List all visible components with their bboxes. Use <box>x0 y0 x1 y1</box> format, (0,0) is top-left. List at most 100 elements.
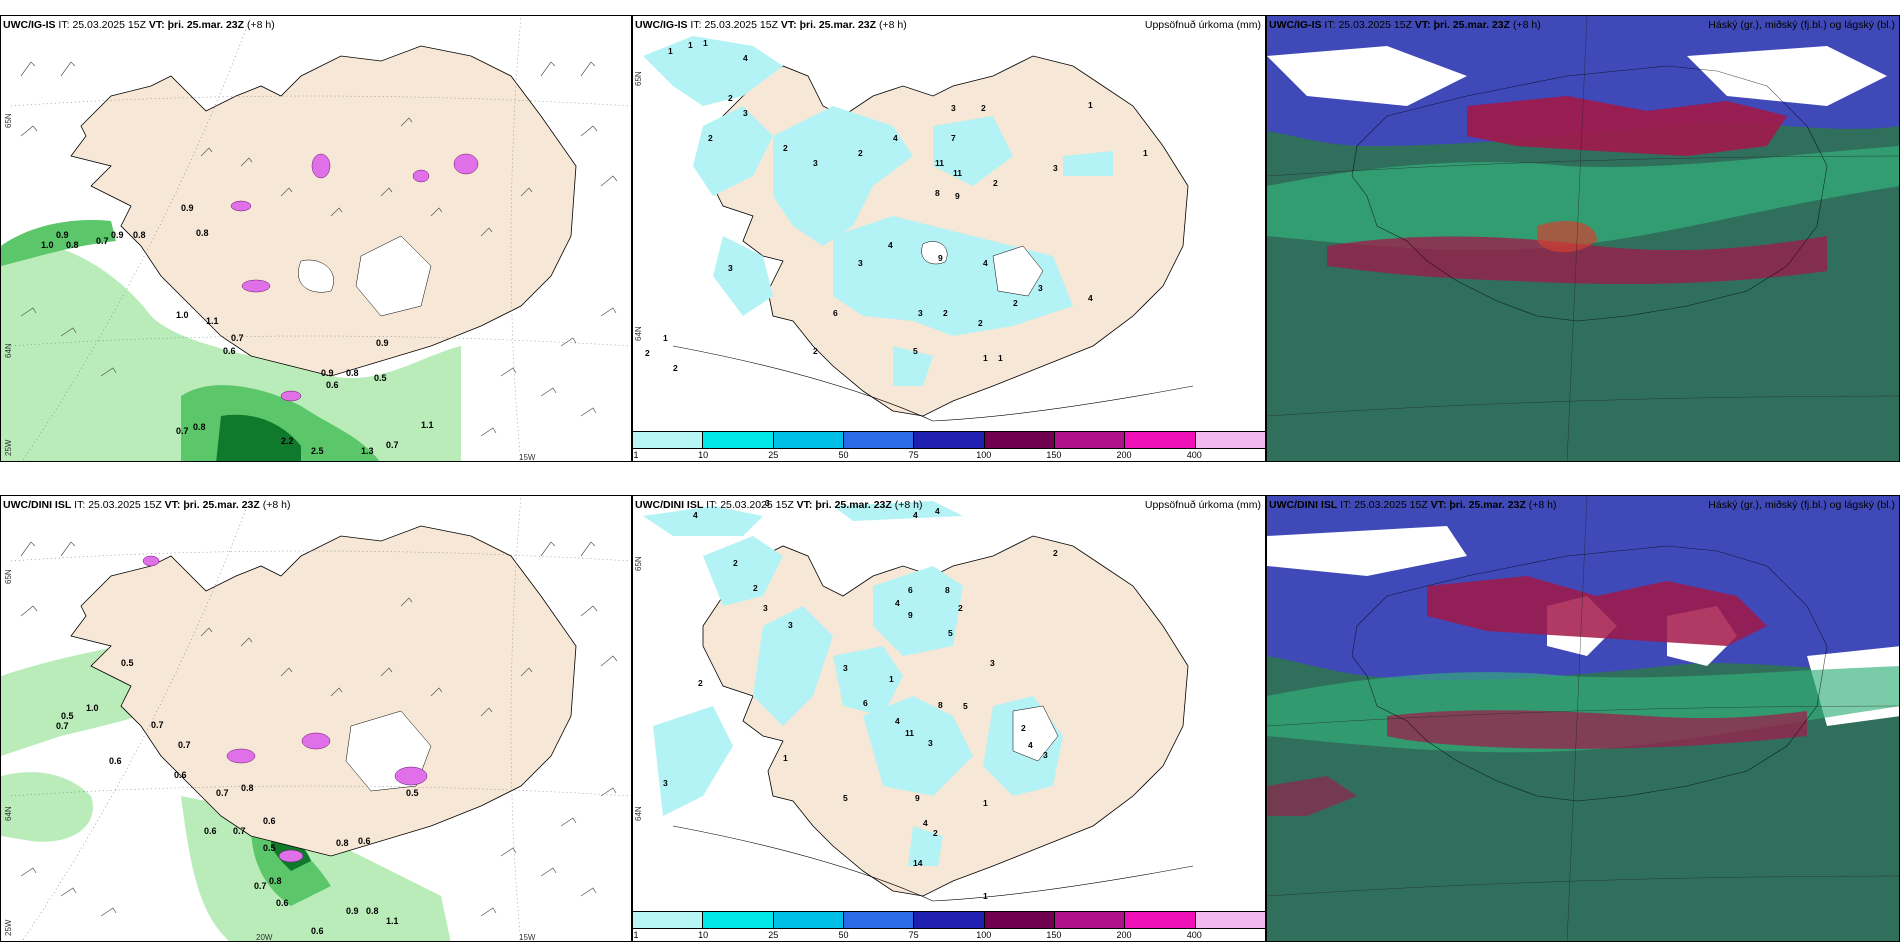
wind-value: 0.5 <box>121 658 134 668</box>
precip-value: 2 <box>783 143 788 153</box>
colorbar-tick: 400 <box>1186 450 1202 460</box>
lat-label: 65N <box>634 556 643 571</box>
precip-value: 14 <box>913 858 923 868</box>
low-cloud <box>1267 146 1899 251</box>
vt-value: þri. 25.mar. 23Z <box>1433 19 1511 31</box>
panel-title: Uppsöfnuð úrkoma (mm) <box>1144 19 1261 31</box>
precip-value: 4 <box>935 506 940 516</box>
lat-label: 64N <box>634 806 643 821</box>
it-value: 25.03.2025 15Z <box>88 499 162 511</box>
clear-area <box>1267 526 1467 576</box>
precip-value: 4 <box>693 510 698 520</box>
precip-value: 2 <box>733 558 738 568</box>
colorbar-tick: 50 <box>838 450 849 460</box>
precip-value: 9 <box>908 610 913 620</box>
colorbar-swatch <box>1195 912 1265 928</box>
vt-value: þri. 25.mar. 23Z <box>799 19 877 31</box>
precip-value: 3 <box>990 658 995 668</box>
vt-value: þri. 25.mar. 23Z <box>183 499 260 511</box>
precip-value: 5 <box>913 346 918 356</box>
colorbar-swatch <box>1054 432 1126 448</box>
precip-value: 8 <box>945 585 950 595</box>
colorbar-swatch <box>984 432 1055 448</box>
vt-label: VT: <box>148 19 165 31</box>
wind-value: 0.7 <box>216 788 229 798</box>
graticule <box>10 496 631 941</box>
precip-panel-row1: 1 1 1 4 2 3 2 2 3 4 7 11 11 8 9 2 3 3 2 … <box>632 15 1266 462</box>
model-name: UWC/DINI ISL <box>635 499 704 511</box>
it-label: IT: <box>74 499 86 511</box>
lat-label: 64N <box>4 343 13 358</box>
model-name: UWC/IG-IS <box>1269 19 1322 31</box>
lon-label: 25W <box>4 919 13 936</box>
colorbar-swatch <box>914 432 985 448</box>
wind-shade-light <box>1 772 93 842</box>
colorbar-tick: 75 <box>908 930 919 940</box>
model-name: UWC/IG-IS <box>3 19 56 31</box>
precip-value: 2 <box>858 148 863 158</box>
precip-value: 4 <box>1028 740 1033 750</box>
colorbar-swatch <box>773 432 844 448</box>
precip-value: 11 <box>953 168 962 178</box>
wind-value: 0.7 <box>151 720 164 730</box>
colorbar-swatch <box>1125 432 1196 448</box>
it-value: 25.03.2025 15Z <box>720 499 794 511</box>
colorbar-swatches <box>633 431 1265 449</box>
it-label: IT: <box>706 499 718 511</box>
precip-value: 4 <box>983 258 988 268</box>
wind-value: 0.7 <box>178 740 191 750</box>
precip-value: 2 <box>933 828 938 838</box>
precip-value: 2 <box>958 603 963 613</box>
precip-value: 3 <box>918 308 923 318</box>
wind-value: 0.7 <box>231 333 244 343</box>
wind-value: 0.6 <box>263 816 276 826</box>
it-label: IT: <box>58 19 70 31</box>
lead-time: (+8 h) <box>246 19 275 31</box>
colorbar-swatch <box>843 432 915 448</box>
precip-shading <box>643 36 1113 386</box>
colorbar-swatch <box>1125 912 1196 928</box>
wind-value: 0.6 <box>109 756 122 766</box>
precip-value: 1 <box>783 753 788 763</box>
wind-value: 0.9 <box>56 230 69 240</box>
panel-header: UWC/IG-IS IT: 25.03.2025 15Z VT: þri. 25… <box>635 19 907 31</box>
precip-value: 2 <box>673 363 678 373</box>
precip-value: 4 <box>893 133 898 143</box>
precip-value: 1 <box>1088 100 1093 110</box>
gust-patches <box>142 555 428 863</box>
precip-value: 3 <box>843 663 848 673</box>
precip-value: 6 <box>863 698 868 708</box>
model-name: UWC/DINI ISL <box>3 499 72 511</box>
precip-value: 2 <box>943 308 948 318</box>
vt-label: VT: <box>1414 19 1431 31</box>
colorbar-tick: 25 <box>768 450 779 460</box>
precip-colorbar: 1 10 25 50 75 100 150 200 400 <box>633 911 1265 941</box>
precip-value: 3 <box>765 498 770 508</box>
lead-time: (+8 h) <box>894 499 923 511</box>
it-value: 25.03.2025 15Z <box>72 19 146 31</box>
wind-value: 0.7 <box>96 236 109 246</box>
wind-shade-dark <box>216 414 301 461</box>
panel-title: Háský (gr.), miðský (fj.bl.) og lágský (… <box>1708 19 1895 31</box>
precip-value: 3 <box>728 263 733 273</box>
precip-map <box>633 496 1265 941</box>
precip-value: 2 <box>1013 298 1018 308</box>
colorbar-tick: 10 <box>698 450 709 460</box>
wind-value: 1.0 <box>86 703 99 713</box>
wind-value: 0.5 <box>406 788 419 798</box>
precip-value: 1 <box>668 46 673 56</box>
precip-value: 2 <box>1053 548 1058 558</box>
wind-value: 0.9 <box>321 368 334 378</box>
wind-value: 1.1 <box>421 420 434 430</box>
it-label: IT: <box>1340 499 1352 511</box>
wind-value: 2.5 <box>311 446 324 456</box>
precip-value-labels: 1 1 1 4 2 3 2 2 3 4 7 11 11 8 9 2 3 3 2 … <box>645 38 1148 373</box>
precip-value: 11 <box>935 158 944 168</box>
precip-value: 2 <box>753 583 758 593</box>
lat-label: 64N <box>4 806 13 821</box>
colorbar-tick: 200 <box>1116 930 1132 940</box>
wind-value: 1.0 <box>176 310 189 320</box>
wind-value: 0.8 <box>193 422 206 432</box>
panel-title: Uppsöfnuð úrkoma (mm) <box>1144 499 1261 511</box>
wind-value: 0.9 <box>111 230 124 240</box>
